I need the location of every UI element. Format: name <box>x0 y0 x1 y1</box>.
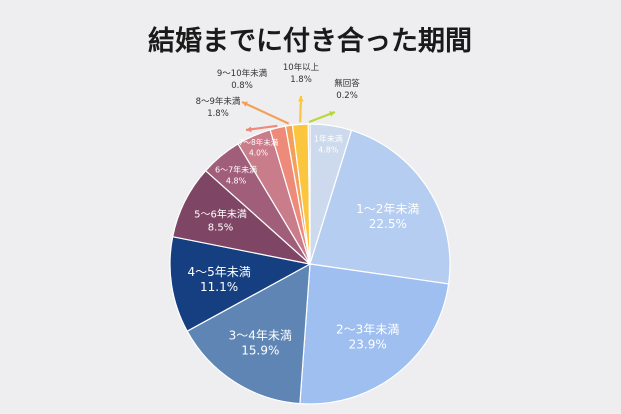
chart-title: 結婚までに付き合った期間 <box>148 25 472 57</box>
slice-value-label: 4.0% <box>249 148 268 157</box>
slice-leader-arrowhead <box>329 111 335 117</box>
slice-category-label: 3〜4年未満 <box>229 328 292 342</box>
slice-category-label: 5〜6年未満 <box>194 207 247 220</box>
slice-category-label: 9〜10年未満 <box>217 68 268 79</box>
slice-value-label: 0.2% <box>336 91 358 101</box>
slice-value-label: 1.8% <box>207 109 229 119</box>
slice-value-label: 8.5% <box>208 222 233 233</box>
pie-slice <box>299 263 450 405</box>
slice-category-label: 無回答 <box>334 78 360 89</box>
pie-slice <box>307 123 311 265</box>
slice-leader-arrowhead <box>246 126 252 133</box>
slice-value-label: 4.8% <box>318 145 339 154</box>
slice-value-label: 11.1% <box>200 280 238 294</box>
slice-value-label: 15.9% <box>241 343 279 357</box>
slice-category-label: 8〜9年未満 <box>196 96 241 107</box>
slice-value-label: 4.8% <box>226 177 247 186</box>
slice-category-label: 6〜7年未満 <box>215 165 257 175</box>
pie-slice <box>309 129 451 285</box>
slice-value-label: 1.8% <box>290 75 312 85</box>
slice-category-label: 2〜3年未満 <box>336 323 399 337</box>
slice-category-label: 4〜5年未満 <box>187 265 250 279</box>
slice-leader-arrowhead <box>242 101 248 107</box>
slice-value-label: 22.5% <box>369 217 407 231</box>
slice-value-label: 23.9% <box>349 338 387 352</box>
slice-leader-line <box>241 101 290 125</box>
pie-slice <box>169 236 312 333</box>
pie-slice <box>186 262 311 405</box>
slice-category-label: 1年未満 <box>314 133 343 143</box>
slice-value-label: 0.8% <box>231 81 253 91</box>
slice-leader-line <box>245 124 278 132</box>
slice-category-label: 10年以上 <box>283 62 320 73</box>
slice-leader-arrowhead <box>298 96 304 102</box>
pie-slices <box>169 123 451 405</box>
slice-category-label: 1〜2年未満 <box>356 202 419 216</box>
slice-category-label: 7〜8年未満 <box>239 137 279 147</box>
